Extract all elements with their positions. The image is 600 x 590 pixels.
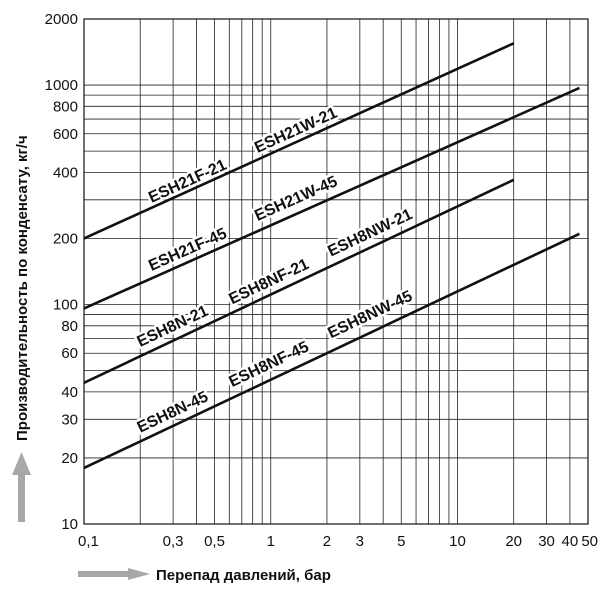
series-line: [83, 86, 580, 310]
series-labels: ESH21F-21ESH21W-21ESH21F-45ESH21W-45ESH8…: [132, 102, 418, 439]
y-tick-label: 600: [53, 126, 78, 143]
y-tick-label: 80: [61, 318, 78, 335]
x-axis-title: Перепад давлений, бар: [156, 567, 331, 584]
y-axis-arrow-icon: [12, 452, 31, 522]
plot-frame: [83, 18, 589, 525]
x-tick-label: 10: [449, 533, 466, 550]
x-tick-label: 40: [562, 533, 579, 550]
series-lines: [83, 42, 581, 470]
y-tick-label: 60: [61, 345, 78, 362]
series-label: ESH21F-21: [146, 157, 229, 207]
y-tick-label: 1000: [45, 77, 78, 94]
series-label: ESH8NF-45: [226, 339, 311, 391]
x-tick-label: 5: [397, 533, 405, 550]
y-tick-label: 200: [53, 230, 78, 247]
series-line: [83, 232, 581, 470]
x-tick-labels: 0,1 0,3 0,5 1 2 3 5 10 20 30 40 50: [78, 533, 598, 550]
y-tick-label: 2000: [45, 11, 78, 28]
y-tick-label: 800: [53, 98, 78, 115]
y-tick-label: 100: [53, 297, 78, 314]
x-tick-label: 0,1: [78, 533, 99, 550]
y-tick-label: 20: [61, 450, 78, 467]
x-tick-label: 0,5: [204, 533, 225, 550]
y-tick-label: 10: [61, 516, 78, 533]
series-line: [83, 42, 515, 240]
series-line: [83, 178, 515, 384]
x-tick-label: 3: [356, 533, 364, 550]
x-axis-arrow-shaft: [78, 571, 130, 577]
y-tick-labels: 10 20 30 40 60 80 100 200 400 600 800 1000 2000: [45, 11, 78, 533]
y-axis-title: Производительность по конденсату, кг/ч: [14, 135, 31, 441]
y-tick-label: 400: [53, 164, 78, 181]
x-tick-label: 50: [581, 533, 598, 550]
y-axis-title-group: Производительность по конденсату, кг/ч: [12, 135, 31, 522]
x-tick-label: 2: [323, 533, 331, 550]
x-axis-title-group: Перепад давлений, бар: [78, 567, 331, 584]
y-tick-label: 40: [61, 384, 78, 401]
x-tick-label: 1: [267, 533, 275, 550]
x-tick-label: 20: [505, 533, 522, 550]
y-tick-label: 30: [61, 411, 78, 428]
x-tick-label: 30: [538, 533, 555, 550]
x-tick-label: 0,3: [163, 533, 184, 550]
